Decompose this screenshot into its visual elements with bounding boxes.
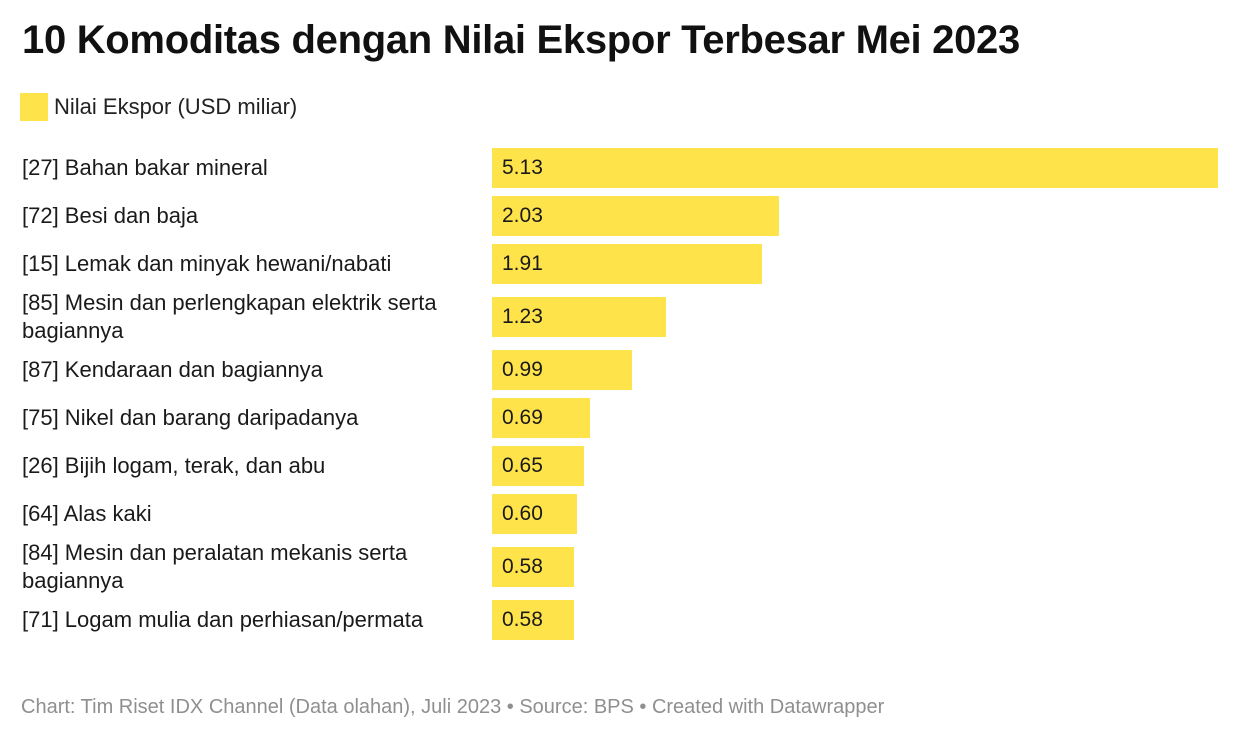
bar-row: [71] Logam mulia dan perhiasan/permata 0.… xyxy=(0,596,1240,644)
bar-row: [27] Bahan bakar mineral 5.13 xyxy=(0,144,1240,192)
value-label: 1.23 xyxy=(502,305,543,328)
category-label: [27] Bahan bakar mineral xyxy=(22,155,268,180)
legend-swatch xyxy=(20,93,48,121)
value-label: 5.13 xyxy=(502,156,543,179)
chart-title: 10 Komoditas dengan Nilai Ekspor Terbesa… xyxy=(22,18,1020,62)
bar-row: [85] Mesin dan perlengkapan elektrik ser… xyxy=(0,288,1240,346)
value-label: 1.91 xyxy=(502,252,543,275)
category-label: [85] Mesin dan perlengkapan elektrik ser… xyxy=(22,290,437,343)
category-label: [26] Bijih logam, terak, dan abu xyxy=(22,453,326,478)
category-label: [75] Nikel dan barang daripadanya xyxy=(22,405,359,430)
legend-label: Nilai Ekspor (USD miliar) xyxy=(54,94,298,119)
bar-row: [64] Alas kaki 0.60 xyxy=(0,490,1240,538)
bar-row: [75] Nikel dan barang daripadanya 0.69 xyxy=(0,394,1240,442)
value-label: 2.03 xyxy=(502,204,543,227)
bar: 1.91 xyxy=(492,244,762,284)
bar: 0.60 xyxy=(492,494,577,534)
bar-row: [87] Kendaraan dan bagiannya 0.99 xyxy=(0,346,1240,394)
legend: Nilai Ekspor (USD miliar) xyxy=(20,92,297,122)
value-label: 0.65 xyxy=(502,454,543,477)
bar: 0.58 xyxy=(492,600,574,640)
category-label: [87] Kendaraan dan bagiannya xyxy=(22,357,323,382)
bar: 2.03 xyxy=(492,196,779,236)
bar: 5.13 xyxy=(492,148,1218,188)
bar-row: [26] Bijih logam, terak, dan abu 0.65 xyxy=(0,442,1240,490)
category-label: [15] Lemak dan minyak hewani/nabati xyxy=(22,251,392,276)
category-label: [64] Alas kaki xyxy=(22,501,152,526)
bar: 0.58 xyxy=(492,547,574,587)
value-label: 0.58 xyxy=(502,555,543,578)
bar-row: [84] Mesin dan peralatan mekanis serta b… xyxy=(0,538,1240,596)
bar: 1.23 xyxy=(492,297,666,337)
bar-row: [15] Lemak dan minyak hewani/nabati 1.91 xyxy=(0,240,1240,288)
value-label: 0.58 xyxy=(502,608,543,631)
bar: 0.65 xyxy=(492,446,584,486)
value-label: 0.99 xyxy=(502,358,543,381)
value-label: 0.69 xyxy=(502,406,543,429)
value-label: 0.60 xyxy=(502,502,543,525)
bar: 0.69 xyxy=(492,398,590,438)
category-label: [72] Besi dan baja xyxy=(22,203,199,228)
category-label: [71] Logam mulia dan perhiasan/permata xyxy=(22,607,424,632)
category-label: [84] Mesin dan peralatan mekanis serta b… xyxy=(22,540,408,593)
bar: 0.99 xyxy=(492,350,632,390)
chart-footer: Chart: Tim Riset IDX Channel (Data olaha… xyxy=(21,696,885,718)
bar-row: [72] Besi dan baja 2.03 xyxy=(0,192,1240,240)
